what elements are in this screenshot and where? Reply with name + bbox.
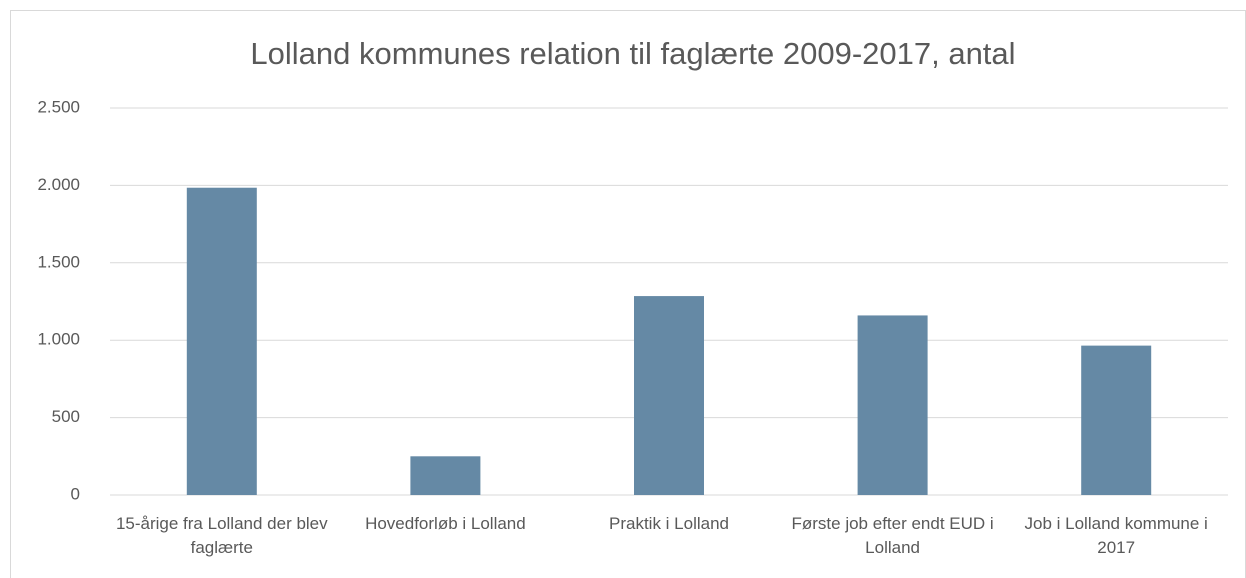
y-tick-label: 2.000 xyxy=(37,175,80,194)
y-tick-label: 1.000 xyxy=(37,330,80,349)
y-tick-label: 0 xyxy=(71,484,80,503)
x-tick-label: Hovedforløb i Lolland xyxy=(365,514,526,533)
bar xyxy=(410,456,481,495)
bar xyxy=(1081,345,1152,495)
x-tick-label: Job i Lolland kommune i 2017 xyxy=(1024,514,1208,557)
chart-title: Lolland kommunes relation til faglærte 2… xyxy=(250,36,1015,71)
x-tick-label: 15-årige fra Lolland der blev faglærte xyxy=(115,514,328,557)
y-tick-label: 1.500 xyxy=(37,252,80,271)
x-tick-label: Første job efter endt EUD i Lolland xyxy=(791,514,994,557)
bar xyxy=(857,315,928,495)
y-tick-label: 500 xyxy=(52,407,80,426)
bar xyxy=(634,296,704,495)
bar xyxy=(186,187,257,496)
y-tick-label: 2.500 xyxy=(37,97,80,116)
x-tick-label: Praktik i Lolland xyxy=(608,514,729,533)
